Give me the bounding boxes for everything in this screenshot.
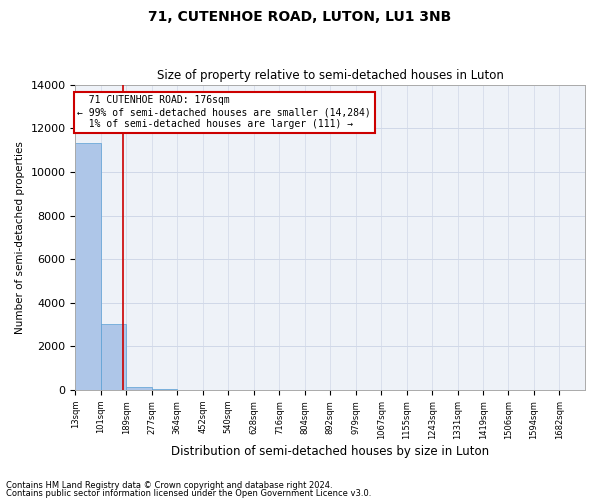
Bar — [127, 386, 152, 390]
Text: 71, CUTENHOE ROAD, LUTON, LU1 3NB: 71, CUTENHOE ROAD, LUTON, LU1 3NB — [148, 10, 452, 24]
Title: Size of property relative to semi-detached houses in Luton: Size of property relative to semi-detach… — [157, 69, 503, 82]
Text: Contains public sector information licensed under the Open Government Licence v3: Contains public sector information licen… — [6, 488, 371, 498]
X-axis label: Distribution of semi-detached houses by size in Luton: Distribution of semi-detached houses by … — [171, 444, 489, 458]
Bar — [152, 389, 177, 390]
Text: 71 CUTENHOE ROAD: 176sqm
← 99% of semi-detached houses are smaller (14,284)
  1%: 71 CUTENHOE ROAD: 176sqm ← 99% of semi-d… — [77, 96, 371, 128]
Bar — [101, 324, 127, 390]
Y-axis label: Number of semi-detached properties: Number of semi-detached properties — [15, 141, 25, 334]
Text: Contains HM Land Registry data © Crown copyright and database right 2024.: Contains HM Land Registry data © Crown c… — [6, 481, 332, 490]
Bar — [76, 144, 101, 390]
